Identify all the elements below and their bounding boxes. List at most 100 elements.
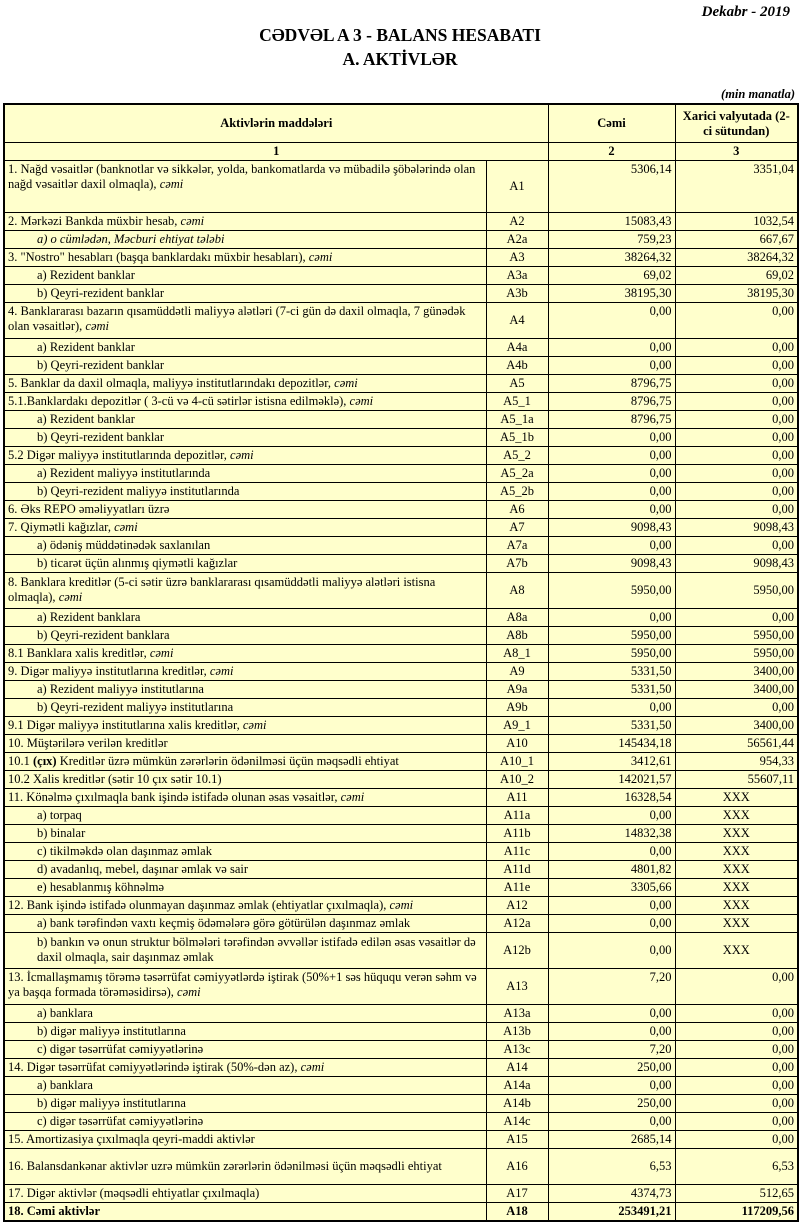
- row-code-cell: A5_2a: [485, 463, 549, 483]
- row-item-label-segment: cəmi: [209, 663, 234, 678]
- row-total-cell: 0,00: [547, 607, 676, 627]
- row-item-label-segment: 9. Digər maliyyə institutlarına kreditlə…: [8, 663, 210, 678]
- row-item-label: d) avadanlıq, mebel, daşınar əmlak və sa…: [3, 859, 487, 879]
- row-item-label-segment: 5.1.Banklardakı depozitlər ( 3-cü və 4-c…: [8, 393, 350, 408]
- row-total-cell: 14832,38: [547, 823, 676, 843]
- page-title-line2: A. AKTİVLƏR: [342, 48, 458, 69]
- row-item-label-segment: a) Rezident maliyyə institutlarında: [37, 465, 211, 480]
- row-item-label: b) Qeyri-rezident banklar: [3, 355, 487, 375]
- row-total-cell: 7,20: [547, 967, 676, 1005]
- row-item-label: 5.2 Digər maliyyə institutlarında depozi…: [3, 445, 487, 465]
- row-item-label-segment: 10.1: [8, 753, 33, 768]
- row-fx-cell: 0,00: [674, 535, 799, 555]
- table-row: 11. Könəlmə çıxılmaqla bank işində istif…: [3, 787, 799, 807]
- row-code-cell: A5: [485, 373, 549, 393]
- table-row: 3. "Nostro" hesabları (başqa banklardakı…: [3, 247, 799, 267]
- row-total-cell: 250,00: [547, 1057, 676, 1077]
- row-code-cell: A11: [485, 787, 549, 807]
- row-fx-cell: 55607,11: [674, 769, 799, 789]
- row-fx-cell: 1032,54: [674, 211, 799, 231]
- header-col-total: Cəmi: [547, 103, 676, 143]
- row-item-label-segment: cəmi: [308, 249, 333, 264]
- row-item-label: a) banklara: [3, 1003, 487, 1023]
- row-code-cell: A13a: [485, 1003, 549, 1023]
- row-total-cell: 6,53: [547, 1147, 676, 1185]
- row-item-label-segment: a) banklara: [37, 1077, 93, 1092]
- row-code-cell: A10_1: [485, 751, 549, 771]
- row-item-label: 9.1 Digər maliyyə institutlarına xalis k…: [3, 715, 487, 735]
- header-row: Aktivlərin maddələri Cəmi Xarici valyuta…: [3, 103, 799, 143]
- row-item-label-segment: a) Rezident banklar: [37, 411, 135, 426]
- row-item-label: c) tikilməkdə olan daşınmaz əmlak: [3, 841, 487, 861]
- table-row: b) digər maliyyə institutlarına A14b 250,0…: [3, 1093, 799, 1113]
- row-total-cell: 253491,21: [547, 1201, 676, 1222]
- row-item-label-segment: a) banklara: [37, 1005, 93, 1020]
- row-total-cell: 8796,75: [547, 391, 676, 411]
- table-row: a) o cümlədən, Məcburi ehtiyat tələbi A2a…: [3, 229, 799, 249]
- row-total-cell: 0,00: [547, 895, 676, 915]
- row-item-label: 5.1.Banklardakı depozitlər ( 3-cü və 4-c…: [3, 391, 487, 411]
- table-row: 5.2 Digər maliyyə institutlarında depozi…: [3, 445, 799, 465]
- table-row: a) Rezident banklara A8a 0,00 0,00: [3, 607, 799, 627]
- row-item-label: c) digər təsərrüfat cəmiyyətlərinə: [3, 1111, 487, 1131]
- row-code-cell: A11a: [485, 805, 549, 825]
- row-fx-cell: 0,00: [674, 409, 799, 429]
- table-row: 18. Cəmi aktivlər A18 253491,21 117209,56: [3, 1201, 799, 1222]
- row-item-label: a) banklara: [3, 1075, 487, 1095]
- row-item-label: a) torpaq: [3, 805, 487, 825]
- row-fx-cell: 0,00: [674, 697, 799, 717]
- row-total-cell: 5950,00: [547, 643, 676, 663]
- table-row: b) binalar A11b 14832,38 XXX: [3, 823, 799, 843]
- row-item-label-segment: cəmi: [349, 393, 374, 408]
- row-code-cell: A5_2b: [485, 481, 549, 501]
- table-row: a) Rezident maliyyə institutlarında A5_2a…: [3, 463, 799, 483]
- table-row: 8. Banklara kreditlər (5-ci sətir üzrə b…: [3, 571, 799, 609]
- table-row: 13. İcmallaşmamış törəmə təsərrüfat cəmi…: [3, 967, 799, 1005]
- row-fx-cell: XXX: [674, 877, 799, 897]
- row-item-label-segment: 16. Balansdankənar aktivlər uzrə mümkün …: [8, 1158, 442, 1173]
- row-fx-cell: 0,00: [674, 1057, 799, 1077]
- row-total-cell: 38264,32: [547, 247, 676, 267]
- column-number-3: 3: [674, 141, 799, 161]
- row-item-label-segment: b) digər maliyyə institutlarına: [37, 1023, 186, 1038]
- row-total-cell: 0,00: [547, 355, 676, 375]
- row-item-label-segment: Kreditlər üzrə mümkün zərərlərin ödənilm…: [56, 753, 399, 768]
- row-total-cell: 9098,43: [547, 553, 676, 573]
- row-code-cell: A13b: [485, 1021, 549, 1041]
- row-item-label: a) ödəniş müddətinədək saxlanılan: [3, 535, 487, 555]
- row-fx-cell: 3400,00: [674, 661, 799, 681]
- table-row: a) Rezident banklar A5_1a 8796,75 0,00: [3, 409, 799, 429]
- row-item-label-segment: 7. Qiymətli kağızlar,: [8, 519, 115, 534]
- row-item-label-segment: c) tikilməkdə olan daşınmaz əmlak: [37, 843, 212, 858]
- row-item-label-segment: b) bankın və onun struktur bölmələri tər…: [37, 935, 476, 965]
- assets-table-header: Aktivlərin maddələri Cəmi Xarici valyuta…: [3, 103, 799, 161]
- row-total-cell: 0,00: [547, 1021, 676, 1041]
- row-fx-cell: 9098,43: [674, 553, 799, 573]
- row-code-cell: A9_1: [485, 715, 549, 735]
- row-item-label-segment: 5. Banklar da daxil olmaqla, maliyyə ins…: [8, 375, 335, 390]
- row-item-label: 10.2 Xalis kreditlər (sətir 10 çıx sətir…: [3, 769, 487, 789]
- unit-note: (min manatla): [721, 87, 795, 102]
- table-row: b) Qeyri-rezident banklara A8b 5950,00 5950…: [3, 625, 799, 645]
- row-fx-cell: 38264,32: [674, 247, 799, 267]
- row-item-label-segment: a) Rezident banklar: [37, 267, 135, 282]
- row-item-label: a) Rezident banklara: [3, 607, 487, 627]
- row-code-cell: A9: [485, 661, 549, 681]
- row-item-label-segment: a) Rezident banklar: [37, 339, 135, 354]
- row-item-label: 10. Müştərilərə verilən kreditlər: [3, 733, 487, 753]
- row-total-cell: 9098,43: [547, 517, 676, 537]
- row-item-label-segment: 14. Digər təsərrüfat cəmiyyətlərində işt…: [8, 1059, 301, 1074]
- row-item-label: 7. Qiymətli kağızlar, cəmi: [3, 517, 487, 537]
- row-item-label: b) Qeyri-rezident maliyyə institutlarınd…: [3, 481, 487, 501]
- table-row: a) torpaq A11a 0,00 XXX: [3, 805, 799, 825]
- row-total-cell: 15083,43: [547, 211, 676, 231]
- page-title-line1: CƏDVƏL A 3 - BALANS HESABATI: [259, 25, 541, 45]
- row-code-cell: A14c: [485, 1111, 549, 1131]
- row-item-label: b) Qeyri-rezident banklar: [3, 283, 487, 303]
- table-row: 2. Mərkəzi Bankda müxbir hesab, cəmi A2 15…: [3, 211, 799, 231]
- row-total-cell: 3305,66: [547, 877, 676, 897]
- row-code-cell: A11c: [485, 841, 549, 861]
- table-row: d) avadanlıq, mebel, daşınar əmlak və sa…: [3, 859, 799, 879]
- row-total-cell: 0,00: [547, 697, 676, 717]
- row-item-label-segment: e) hesablanmış köhnəlmə: [37, 879, 165, 894]
